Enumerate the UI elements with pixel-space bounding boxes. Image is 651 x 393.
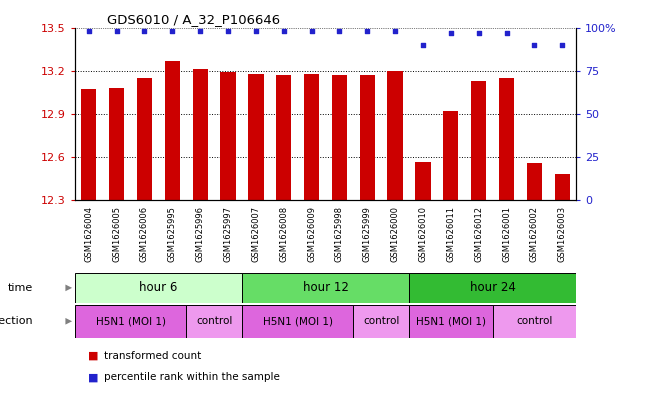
Point [362,28,372,34]
Text: time: time [7,283,33,293]
Bar [242,273,409,303]
Bar [193,69,208,200]
Text: GSM1626009: GSM1626009 [307,206,316,262]
Text: GSM1625995: GSM1625995 [168,206,177,262]
Text: GSM1625997: GSM1625997 [223,206,232,262]
Text: GSM1626000: GSM1626000 [391,206,400,262]
Bar [248,73,264,200]
Point [501,29,512,36]
Text: hour 24: hour 24 [469,281,516,294]
Bar [276,75,292,200]
Text: GSM1625999: GSM1625999 [363,206,372,262]
Bar [75,305,186,338]
Bar [499,78,514,200]
Text: GSM1626005: GSM1626005 [112,206,121,262]
Bar [527,163,542,200]
Point [251,28,261,34]
Point [83,28,94,34]
Text: GDS6010 / A_32_P106646: GDS6010 / A_32_P106646 [107,13,281,26]
Text: GSM1626010: GSM1626010 [419,206,428,262]
Text: control: control [516,316,553,326]
Point [223,28,233,34]
Bar [304,73,319,200]
Bar [415,162,430,200]
Text: ■: ■ [88,372,98,382]
Bar [221,72,236,200]
Bar [555,174,570,200]
Text: hour 12: hour 12 [303,281,348,294]
Text: infection: infection [0,316,33,326]
Text: GSM1626001: GSM1626001 [502,206,511,262]
Point [139,28,150,34]
Text: ■: ■ [88,351,98,361]
Bar [443,111,458,200]
Text: H5N1 (MOI 1): H5N1 (MOI 1) [416,316,486,326]
Bar [353,305,409,338]
Point [418,42,428,48]
Text: H5N1 (MOI 1): H5N1 (MOI 1) [96,316,165,326]
Bar [409,273,576,303]
Bar [387,71,403,200]
Bar [165,61,180,200]
Bar [242,305,353,338]
Point [307,28,317,34]
Bar [81,90,96,200]
Bar [186,305,242,338]
Text: GSM1626004: GSM1626004 [84,206,93,262]
Text: GSM1626012: GSM1626012 [474,206,483,262]
Text: GSM1626007: GSM1626007 [251,206,260,262]
Point [167,28,178,34]
Point [279,28,289,34]
Text: hour 6: hour 6 [139,281,178,294]
Bar [137,78,152,200]
Bar [471,81,486,200]
Text: GSM1626002: GSM1626002 [530,206,539,262]
Point [111,28,122,34]
Point [473,29,484,36]
Point [529,42,540,48]
Point [557,42,568,48]
Bar [75,273,242,303]
Text: GSM1626008: GSM1626008 [279,206,288,262]
Text: GSM1626006: GSM1626006 [140,206,149,262]
Text: transformed count: transformed count [104,351,201,361]
Text: GSM1625998: GSM1625998 [335,206,344,262]
Bar [409,305,493,338]
Text: control: control [196,316,232,326]
Text: H5N1 (MOI 1): H5N1 (MOI 1) [262,316,333,326]
Point [445,29,456,36]
Point [334,28,344,34]
Bar [359,75,375,200]
Point [195,28,206,34]
Text: GSM1626003: GSM1626003 [558,206,567,262]
Text: GSM1625996: GSM1625996 [196,206,204,262]
Bar [332,75,347,200]
Text: control: control [363,316,399,326]
Bar [493,305,576,338]
Point [390,28,400,34]
Bar [109,88,124,200]
Text: GSM1626011: GSM1626011 [447,206,455,262]
Text: percentile rank within the sample: percentile rank within the sample [104,372,280,382]
